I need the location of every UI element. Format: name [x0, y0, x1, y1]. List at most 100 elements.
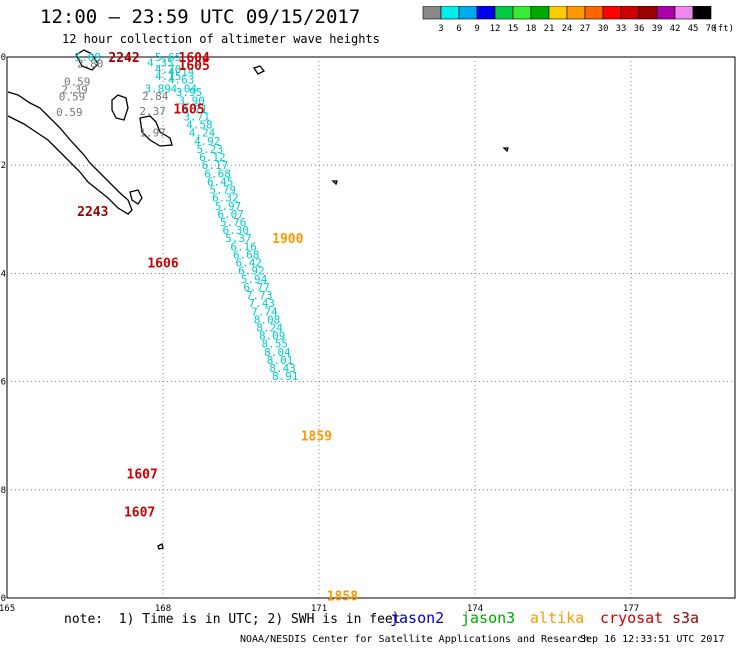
coastline-isle-of-pines: [129, 189, 143, 205]
wave-height-value: 6.07: [217, 208, 244, 221]
wave-height-value: 3.71: [181, 103, 208, 116]
coastline-ouvea: [75, 49, 99, 71]
wave-height-value: 2.84: [142, 90, 169, 103]
color-scale-unit: (ft): [712, 24, 734, 34]
satellite-cryosat-label: cryosat: [600, 609, 664, 627]
y-tick-label: -24: [0, 269, 6, 279]
wave-height-value: 5.97: [215, 200, 242, 213]
wave-height-value: 6.68: [233, 248, 260, 261]
color-scale-swatch: [692, 6, 712, 20]
wave-height-value: 4.35: [147, 56, 174, 69]
color-scale-swatch: [584, 6, 604, 20]
wave-height-value: 8.91: [272, 370, 299, 383]
pass-time-label: 1858: [327, 589, 358, 604]
satellite-jason3-label: jason3: [461, 609, 516, 627]
color-scale-label: 15: [508, 24, 519, 34]
coastline-hunter: [331, 180, 338, 186]
wave-height-value: 8.08: [254, 313, 281, 326]
wave-height-value: 6.32: [212, 192, 239, 205]
coastlines: [7, 49, 509, 550]
wave-height-value: 6.42: [236, 257, 263, 270]
pass-time-label: 1606: [147, 257, 178, 272]
satellite-altika: altika: [530, 609, 584, 627]
wave-height-value: 4.70: [155, 63, 182, 76]
color-scale-swatch: [458, 6, 478, 20]
wave-height-value: 7.73: [246, 289, 273, 302]
x-tick-label: 174: [467, 604, 483, 614]
x-tick-label: 165: [0, 604, 15, 614]
color-scale-swatch: [602, 6, 622, 20]
wave-height-value: 5.08: [74, 51, 101, 64]
pass-time-label: 1607: [127, 468, 158, 483]
wave-height-value: 2.80: [77, 57, 104, 70]
color-scale-label: 27: [580, 24, 591, 34]
satellite-s3a: s3a: [672, 609, 699, 627]
color-scale-label: 6: [456, 24, 461, 34]
wave-height-value: 2.37: [139, 105, 166, 118]
color-scale-label: 12: [490, 24, 501, 34]
wave-height-value: 6.92: [238, 265, 265, 278]
wave-height-value: 5.37: [225, 232, 252, 245]
color-scale-label: 45: [688, 24, 699, 34]
wave-height-value: 6.77: [243, 281, 270, 294]
wave-height-value: 7.74: [251, 305, 278, 318]
wave-height-value: 6.68: [204, 167, 231, 180]
pass-time-label: 1605: [173, 102, 204, 117]
color-scale-swatch: [620, 6, 640, 20]
wave-height-value: 6.17: [202, 159, 229, 172]
satellite-jason2: jason2: [390, 609, 444, 627]
wave-height-value: 4.14: [168, 66, 195, 79]
y-axis-ticks: -20 -22 -24 -26 -28 -30: [0, 53, 6, 604]
satellite-s3a-label: s3a: [672, 609, 700, 627]
color-scale-label: 18: [526, 24, 537, 34]
y-tick-label: -22: [0, 161, 6, 171]
color-scale-swatch: [638, 6, 658, 20]
color-scale-swatch: [656, 6, 676, 20]
color-scale-label: 30: [598, 24, 609, 34]
color-scale-label: 42: [670, 24, 681, 34]
wave-height-value: 8.04: [264, 346, 291, 359]
satellite-jason2-label: jason2: [390, 609, 445, 627]
color-scale-swatch: [476, 6, 496, 20]
wave-height-value: 8.01: [267, 354, 294, 367]
color-scale-swatch: [674, 6, 694, 20]
coastline-loyalty-islands: [111, 94, 129, 121]
coastline-new-caledonia: [7, 91, 133, 215]
pass-time-label: 2243: [77, 205, 108, 220]
grid-lines: [7, 57, 735, 598]
wave-height-value: 4.58: [186, 119, 213, 132]
color-scale-label: 39: [652, 24, 663, 34]
color-scale-swatch: [494, 6, 514, 20]
pass-time-label: 1605: [179, 59, 210, 74]
generation-timestamp: Sep 16 12:33:51 UTC 2017: [580, 634, 725, 645]
color-scale-label: 24: [562, 24, 573, 34]
y-tick-label: -20: [0, 53, 6, 63]
coastline-matthew-island: [157, 543, 164, 550]
wave-height-value: 5.79: [210, 184, 237, 197]
wave-height-value: 8.24: [256, 322, 283, 335]
x-tick-label: 177: [623, 604, 639, 614]
color-scale-swatch: [548, 6, 568, 20]
color-scale-label: 33: [616, 24, 627, 34]
chart-title: 12:00 – 23:59 UTC 09/15/2017: [40, 6, 361, 28]
wave-height-values: 5.08 5.654.354.704.144.154.634.043.89 3.95…: [56, 51, 298, 383]
credit-line: NOAA/NESDIS Center for Satellite Applica…: [240, 634, 590, 645]
pass-time-label: 1604: [179, 51, 210, 66]
coastline-walpole: [502, 147, 509, 153]
color-scale-swatch: [512, 6, 532, 20]
wave-height-value: 7.43: [249, 297, 276, 310]
wave-height-value: 4.92: [194, 135, 221, 148]
wave-height-value: 3.95: [176, 86, 203, 99]
wave-height-value: 4.63: [168, 74, 195, 87]
wave-height-value: 6.45: [207, 175, 234, 188]
wave-height-value: 8.09: [259, 330, 286, 343]
footer-note: note: 1) Time is in UTC; 2) SWH is in fe…: [64, 612, 401, 627]
color-scale-swatch: [566, 6, 586, 20]
x-tick-label: 171: [311, 604, 327, 614]
wave-height-value: 0.59: [56, 106, 83, 119]
map-frame: [6, 56, 736, 599]
color-scale-label: 70: [706, 24, 717, 34]
color-scale-label: 36: [634, 24, 645, 34]
wave-height-value: 5.23: [197, 143, 224, 156]
